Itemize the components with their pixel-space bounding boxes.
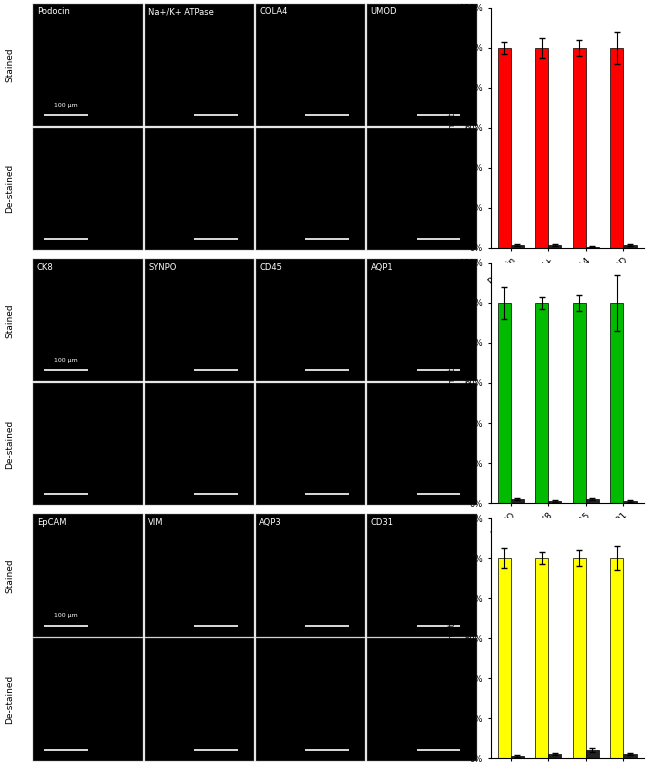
Bar <box>549 501 562 503</box>
Text: Stained: Stained <box>5 47 14 82</box>
Text: 100 μm: 100 μm <box>55 358 78 363</box>
Bar <box>535 558 549 758</box>
Text: AQP3: AQP3 <box>259 518 282 527</box>
Y-axis label: Rel. Intensity (%): Rel. Intensity (%) <box>448 599 456 677</box>
Text: CD45: CD45 <box>259 263 282 272</box>
Bar <box>511 499 524 503</box>
Text: VIM: VIM <box>148 518 164 527</box>
Bar <box>511 244 524 247</box>
Text: 100 μm: 100 μm <box>55 614 78 618</box>
Bar <box>610 558 623 758</box>
Bar <box>623 501 636 503</box>
Bar <box>623 755 636 758</box>
Bar <box>586 751 599 758</box>
Text: COLA4: COLA4 <box>259 8 288 17</box>
Text: UMOD: UMOD <box>370 8 397 17</box>
Bar <box>549 755 562 758</box>
Bar <box>586 499 599 503</box>
Bar <box>498 47 511 247</box>
Text: CK8: CK8 <box>37 263 53 272</box>
Bar <box>549 244 562 247</box>
Text: De-stained: De-stained <box>5 675 14 724</box>
Bar <box>573 558 586 758</box>
Bar <box>610 47 623 247</box>
Text: EpCAM: EpCAM <box>37 518 66 527</box>
Text: 100 μm: 100 μm <box>55 103 78 108</box>
Bar <box>511 756 524 758</box>
Text: CD31: CD31 <box>370 518 394 527</box>
Y-axis label: Rel. Intensity (%): Rel. Intensity (%) <box>448 89 456 167</box>
Text: De-stained: De-stained <box>5 164 14 214</box>
Bar <box>623 244 636 247</box>
Bar <box>535 303 549 503</box>
Text: Na+/K+ ATPase: Na+/K+ ATPase <box>148 8 214 17</box>
Text: AQP1: AQP1 <box>370 263 393 272</box>
Text: De-stained: De-stained <box>5 420 14 469</box>
Bar <box>573 47 586 247</box>
Bar <box>573 303 586 503</box>
Bar <box>610 303 623 503</box>
Bar <box>535 47 549 247</box>
Text: Stained: Stained <box>5 303 14 338</box>
Text: Podocin: Podocin <box>37 8 70 17</box>
Y-axis label: Rel. Intensity (%): Rel. Intensity (%) <box>448 344 456 422</box>
Bar <box>498 303 511 503</box>
Text: Stained: Stained <box>5 558 14 593</box>
Text: SYNPO: SYNPO <box>148 263 176 272</box>
Bar <box>498 558 511 758</box>
